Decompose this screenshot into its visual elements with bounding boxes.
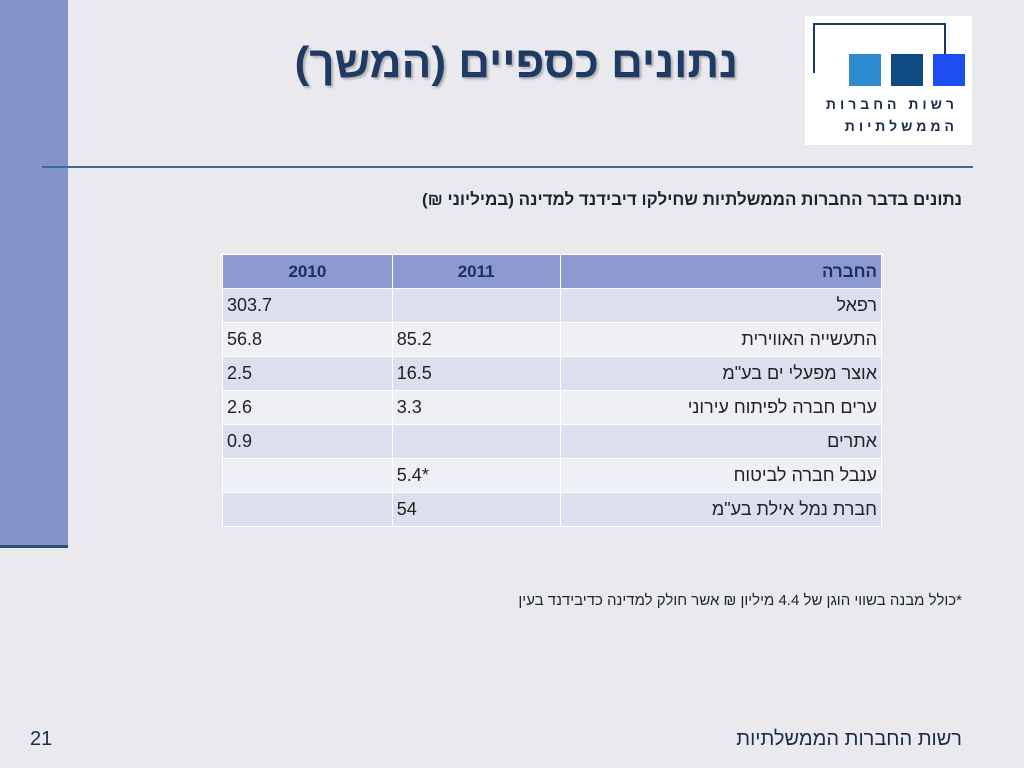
cell-2011: 54 [391, 492, 561, 527]
cell-2011 [391, 288, 561, 323]
table-row: ענבל חברה לביטוח *5.4 [222, 458, 883, 493]
logo-frame-shape [813, 23, 946, 73]
header-2011: 2011 [391, 254, 561, 289]
page-number: 21 [30, 728, 53, 750]
table-row: אוצר מפעלי ים בע"מ 16.5 2.5 [222, 356, 883, 391]
logo-text-line1: רשות החברות [825, 96, 958, 112]
table-row: חברת נמל אילת בע"מ 54 [222, 492, 883, 527]
cell-2010: 56.8 [222, 322, 393, 357]
slide-title: נתונים כספיים (המשך) [294, 38, 738, 87]
logo-square-dark-blue [891, 54, 923, 86]
header-company: החברה [559, 254, 883, 289]
left-accent-bar [0, 0, 68, 545]
cell-2011: 85.2 [391, 322, 561, 357]
cell-company: אוצר מפעלי ים בע"מ [559, 356, 883, 391]
cell-2011 [391, 424, 561, 459]
cell-2011: *5.4 [391, 458, 561, 493]
logo-square-light-blue [849, 54, 881, 86]
logo-square-bright-blue [933, 54, 965, 86]
title-divider [42, 166, 973, 168]
cell-company: ענבל חברה לביטוח [559, 458, 883, 493]
cell-company: רפאל [559, 288, 883, 323]
cell-2011: 3.3 [391, 390, 561, 425]
cell-2010: 303.7 [222, 288, 393, 323]
cell-2010: 0.9 [222, 424, 393, 459]
footer-org-name: רשות החברות הממשלתיות [736, 728, 962, 750]
cell-2010: 2.5 [222, 356, 393, 391]
cell-company: חברת נמל אילת בע"מ [559, 492, 883, 527]
logo-text-line2: הממשלתיות [844, 118, 958, 134]
header-2010: 2010 [222, 254, 393, 289]
table-header-row: החברה 2011 2010 [222, 254, 883, 289]
left-accent-bar-edge [0, 545, 68, 548]
cell-2010 [222, 458, 393, 493]
table-row: אתרים 0.9 [222, 424, 883, 459]
table-caption: נתונים בדבר החברות הממשלתיות שחילקו דיבי… [422, 190, 962, 209]
cell-2010: 2.6 [222, 390, 393, 425]
table-row: ערים חברה לפיתוח עירוני 3.3 2.6 [222, 390, 883, 425]
cell-company: ערים חברה לפיתוח עירוני [559, 390, 883, 425]
cell-company: התעשייה האווירית [559, 322, 883, 357]
table-footnote: *כולל מבנה בשווי הוגן של 4.4 מיליון ₪ אש… [518, 592, 962, 609]
cell-2011: 16.5 [391, 356, 561, 391]
company-logo: רשות החברות הממשלתיות [805, 16, 972, 145]
cell-2010 [222, 492, 393, 527]
table-row: רפאל 303.7 [222, 288, 883, 323]
dividend-table: החברה 2011 2010 רפאל 303.7 התעשייה האווי… [222, 254, 883, 527]
table-row: התעשייה האווירית 85.2 56.8 [222, 322, 883, 357]
cell-company: אתרים [559, 424, 883, 459]
